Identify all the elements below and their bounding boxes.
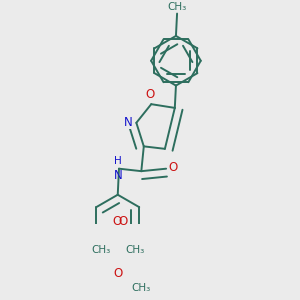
Text: N: N (124, 116, 132, 129)
Text: O: O (113, 267, 122, 280)
Text: O: O (168, 161, 178, 174)
Text: CH₃: CH₃ (91, 245, 110, 255)
Text: O: O (118, 215, 128, 228)
Text: O: O (112, 215, 122, 228)
Text: CH₃: CH₃ (125, 245, 144, 255)
Text: CH₃: CH₃ (167, 2, 187, 13)
Text: H: H (114, 156, 122, 166)
Text: O: O (146, 88, 155, 101)
Text: N: N (113, 169, 122, 182)
Text: CH₃: CH₃ (131, 283, 151, 293)
